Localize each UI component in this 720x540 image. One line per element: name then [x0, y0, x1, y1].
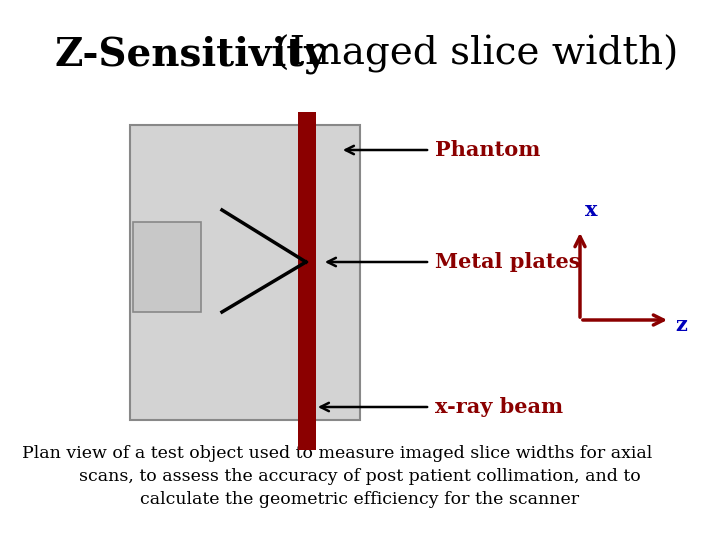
Text: calculate the geometric efficiency for the scanner: calculate the geometric efficiency for t… [140, 491, 580, 508]
Text: x: x [585, 200, 598, 220]
Text: scans, to assess the accuracy of post patient collimation, and to: scans, to assess the accuracy of post pa… [79, 468, 641, 485]
Text: Plan view of a test object used to measure imaged slice widths for axial: Plan view of a test object used to measu… [22, 445, 652, 462]
Text: Metal plates: Metal plates [435, 252, 580, 272]
Bar [133, 222, 201, 312]
Text: Phantom: Phantom [435, 140, 541, 160]
Text: x-ray beam: x-ray beam [435, 397, 563, 417]
Text: Z-Sensitivity: Z-Sensitivity [55, 35, 328, 73]
Text: (Imaged slice width): (Imaged slice width) [262, 35, 678, 73]
Text: z: z [675, 315, 687, 335]
Bar [298, 112, 316, 450]
Bar [130, 125, 360, 420]
